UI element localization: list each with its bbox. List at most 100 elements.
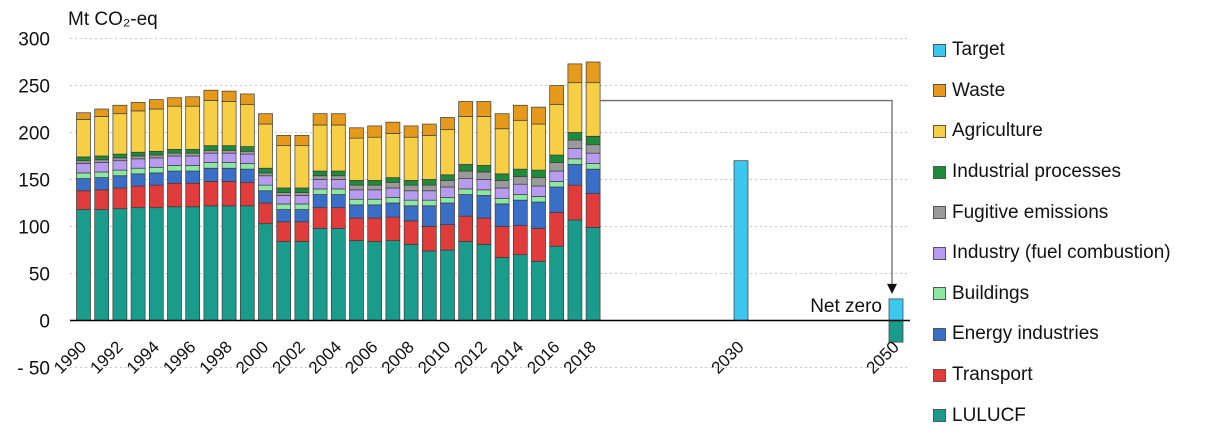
bar-segment bbox=[494, 173, 510, 181]
bar-segment bbox=[458, 178, 474, 190]
bar-segment bbox=[585, 152, 601, 164]
bar-segment bbox=[130, 102, 146, 112]
bar-segment bbox=[512, 254, 528, 321]
bar-segment bbox=[512, 176, 528, 185]
legend-label: Industry (fuel combustion) bbox=[952, 242, 1171, 264]
bar-segment bbox=[585, 144, 601, 154]
bar-segment bbox=[185, 206, 201, 321]
x-tick-label: 2008 bbox=[378, 337, 418, 377]
x-tick-label: 2006 bbox=[341, 337, 381, 377]
bar-segment bbox=[221, 152, 237, 163]
bar-segment bbox=[294, 192, 310, 196]
bar-segment bbox=[385, 240, 401, 321]
x-tick-label: 2016 bbox=[523, 337, 563, 377]
bar-segment bbox=[494, 197, 510, 205]
bar-segment bbox=[221, 101, 237, 147]
bar-segment bbox=[476, 217, 492, 245]
legend-label: Transport bbox=[952, 364, 1033, 386]
bar-segment bbox=[112, 175, 128, 189]
bar-segment bbox=[185, 165, 201, 172]
bar-segment bbox=[221, 205, 237, 321]
bar-segment bbox=[531, 260, 546, 321]
bar-segment bbox=[512, 168, 528, 178]
net-zero-label: Net zero bbox=[810, 296, 882, 317]
bar-segment bbox=[221, 162, 237, 169]
y-tick-label: 50 bbox=[29, 265, 50, 286]
legend-swatch bbox=[933, 368, 946, 382]
bar-segment bbox=[94, 108, 110, 117]
bar-segment bbox=[130, 167, 146, 175]
legend-item: Fugitive emissions bbox=[933, 192, 1171, 233]
arrow-line bbox=[600, 99, 893, 293]
bar-segment bbox=[203, 152, 219, 163]
bar-segment bbox=[312, 175, 328, 180]
bar-segment bbox=[130, 207, 146, 321]
bar-segment bbox=[203, 167, 219, 182]
bar-segment bbox=[167, 170, 182, 184]
legend-item: Target bbox=[933, 30, 1171, 71]
bar-segment bbox=[567, 148, 583, 160]
bar-segment bbox=[94, 189, 110, 210]
bar-segment bbox=[239, 153, 255, 164]
bar-segment bbox=[385, 197, 401, 204]
bar-segment bbox=[294, 195, 310, 205]
bar-segment bbox=[403, 199, 419, 207]
bar-segment bbox=[531, 228, 546, 262]
bar-segment bbox=[458, 215, 474, 242]
bar-segment bbox=[76, 163, 91, 174]
bar-segment bbox=[148, 154, 164, 159]
bar-segment bbox=[403, 125, 419, 138]
bar-segment bbox=[476, 116, 492, 166]
bar-segment bbox=[167, 206, 182, 321]
bar-segment bbox=[440, 202, 455, 225]
bar-segment bbox=[94, 177, 110, 191]
bar-segment bbox=[403, 136, 419, 181]
bar-segment bbox=[258, 123, 273, 169]
bar-segment bbox=[112, 113, 128, 155]
bar-segment bbox=[349, 184, 364, 191]
bar-segment bbox=[549, 162, 565, 172]
legend-item: LULUCF bbox=[933, 395, 1171, 436]
legend-item: Waste bbox=[933, 71, 1171, 112]
legend-label: Fugitive emissions bbox=[952, 201, 1109, 223]
bar-segment bbox=[148, 172, 164, 186]
bar-segment bbox=[531, 201, 546, 229]
bar-segment bbox=[294, 203, 310, 210]
bar-segment bbox=[585, 163, 601, 170]
bar-segment bbox=[330, 179, 346, 190]
bar-segment bbox=[512, 199, 528, 226]
bar-segment bbox=[531, 106, 546, 125]
bar-segment bbox=[330, 188, 346, 195]
bars-layer bbox=[76, 61, 904, 343]
bar-segment bbox=[76, 156, 91, 162]
bar-segment bbox=[531, 185, 546, 197]
bar-segment bbox=[148, 207, 164, 321]
bar-segment bbox=[312, 170, 328, 177]
bar-segment bbox=[549, 85, 565, 105]
x-tick-label: 2050 bbox=[863, 337, 903, 377]
legend-item: Energy industries bbox=[933, 314, 1171, 355]
y-tick-label: 0 bbox=[39, 312, 50, 333]
bar-segment bbox=[294, 187, 310, 194]
bar-segment bbox=[167, 165, 182, 172]
bar-segment bbox=[330, 124, 346, 172]
bar-segment bbox=[185, 96, 201, 107]
bar-segment bbox=[294, 241, 310, 321]
bar-segment bbox=[494, 257, 510, 321]
bar-segment bbox=[440, 180, 455, 188]
bar-segment bbox=[494, 180, 510, 189]
bar-segment bbox=[112, 104, 128, 115]
bar-segment bbox=[421, 250, 437, 321]
bar-segment bbox=[239, 205, 255, 321]
bar-segment bbox=[76, 209, 91, 321]
bar-segment bbox=[276, 221, 292, 242]
bar-segment bbox=[148, 184, 164, 209]
bar-segment bbox=[294, 145, 310, 189]
x-tick-label: 1998 bbox=[196, 337, 236, 377]
bar-segment bbox=[349, 180, 364, 186]
bar-segment bbox=[203, 181, 219, 207]
bar-segment bbox=[330, 113, 346, 126]
bar-segment bbox=[549, 181, 565, 188]
bar-segment bbox=[203, 145, 219, 151]
